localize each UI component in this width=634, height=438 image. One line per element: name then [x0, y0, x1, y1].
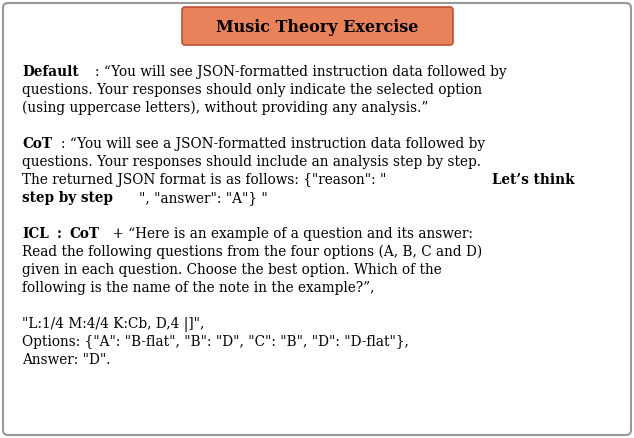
Text: following is the name of the note in the example?”,: following is the name of the note in the… [22, 281, 375, 295]
Text: Let’s think: Let’s think [492, 173, 575, 187]
Text: : “You will see JSON-formatted instruction data followed by: : “You will see JSON-formatted instructi… [95, 65, 507, 79]
Text: : “You will see a JSON-formatted instruction data followed by: : “You will see a JSON-formatted instruc… [61, 137, 485, 151]
Text: CoT: CoT [69, 227, 99, 241]
Text: step by step: step by step [22, 191, 113, 205]
Text: (using uppercase letters), without providing any analysis.”: (using uppercase letters), without provi… [22, 101, 429, 115]
Text: Read the following questions from the four options (A, B, C and D): Read the following questions from the fo… [22, 245, 482, 259]
Text: Options: {"A": "B-flat", "B": "D", "C": "B", "D": "D-flat"},: Options: {"A": "B-flat", "B": "D", "C": … [22, 335, 409, 349]
Text: ", "answer": "A"} ": ", "answer": "A"} " [139, 191, 268, 205]
Text: given in each question. Choose the best option. Which of the: given in each question. Choose the best … [22, 263, 442, 277]
Text: + “Here is an example of a question and its answer:: + “Here is an example of a question and … [108, 227, 473, 241]
Text: "L:1/4 M:4/4 K:Cb, D,4 |]",: "L:1/4 M:4/4 K:Cb, D,4 |]", [22, 317, 204, 332]
Text: :: : [56, 227, 67, 241]
FancyBboxPatch shape [3, 3, 631, 435]
Text: The returned JSON format is as follows: {"reason": ": The returned JSON format is as follows: … [22, 173, 386, 187]
Text: CoT: CoT [22, 137, 52, 151]
Text: ICL: ICL [22, 227, 49, 241]
Text: Answer: "D".: Answer: "D". [22, 353, 110, 367]
Text: Music Theory Exercise: Music Theory Exercise [216, 18, 418, 35]
Text: questions. Your responses should include an analysis step by step.: questions. Your responses should include… [22, 155, 481, 169]
Text: Default: Default [22, 65, 79, 79]
Text: questions. Your responses should only indicate the selected option: questions. Your responses should only in… [22, 83, 482, 97]
FancyBboxPatch shape [182, 7, 453, 45]
